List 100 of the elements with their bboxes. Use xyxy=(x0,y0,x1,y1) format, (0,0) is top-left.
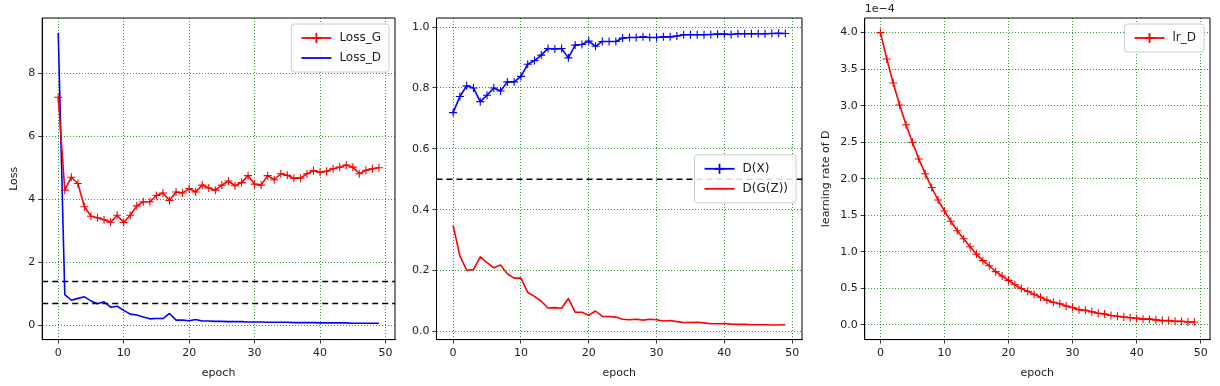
point xyxy=(658,32,668,42)
x-tick-label: 40 xyxy=(313,346,328,360)
point xyxy=(882,54,892,64)
x-tick-label: 0 xyxy=(54,346,62,360)
y-tick-label: 3.5 xyxy=(840,62,858,76)
y-tick-label: 2.5 xyxy=(840,135,858,149)
point xyxy=(361,165,371,175)
x-tick-label: 50 xyxy=(378,346,393,360)
y-tick-label: 0.4 xyxy=(411,202,430,216)
x-tick-label: 40 xyxy=(1129,346,1144,360)
point xyxy=(939,206,949,216)
x-tick-label: 10 xyxy=(513,346,528,360)
y-tick-label: 4 xyxy=(28,192,36,206)
point xyxy=(112,210,122,220)
y-tick-label: 3.0 xyxy=(840,98,858,112)
point xyxy=(1100,309,1110,319)
x-axis-title: epoch xyxy=(1020,366,1055,380)
y-tick-label: 2.0 xyxy=(840,171,858,185)
y-axis-title: learning rate of D xyxy=(819,130,833,228)
point xyxy=(341,160,351,170)
x-tick-label: 50 xyxy=(1193,346,1208,360)
point xyxy=(719,29,729,39)
y-tick-label: 0.2 xyxy=(411,263,430,277)
legend-label: D(G(Z)) xyxy=(742,180,789,195)
point xyxy=(965,242,975,252)
y-tick-label: 1.0 xyxy=(411,19,430,33)
point xyxy=(713,29,723,39)
x-tick-label: 40 xyxy=(717,346,732,360)
y-tick-label: 6 xyxy=(28,129,36,143)
point xyxy=(895,100,905,110)
point xyxy=(210,185,220,195)
y-tick-label: 1.0 xyxy=(840,244,858,258)
x-tick-label: 20 xyxy=(581,346,596,360)
point xyxy=(733,29,743,39)
y-tick-label: 0.6 xyxy=(411,141,430,155)
point xyxy=(946,216,956,226)
x-tick-label: 10 xyxy=(116,346,131,360)
x-tick-label: 30 xyxy=(649,346,664,360)
point xyxy=(933,195,943,205)
point xyxy=(914,154,924,164)
x-tick-label: 10 xyxy=(937,346,952,360)
x-tick-label: 30 xyxy=(1065,346,1080,360)
x-tick-label: 20 xyxy=(1001,346,1016,360)
point xyxy=(570,40,580,50)
point xyxy=(760,29,770,39)
point xyxy=(699,30,709,40)
y-tick-label: 0.0 xyxy=(411,324,430,338)
point xyxy=(315,167,325,177)
point xyxy=(374,163,384,173)
x-axis-title: epoch xyxy=(201,366,236,380)
point xyxy=(1119,312,1129,322)
y-tick-label: 2 xyxy=(28,255,36,269)
y-tick-label: 0 xyxy=(28,317,36,331)
legend-label: Loss_D xyxy=(339,50,381,65)
point xyxy=(468,83,478,93)
point xyxy=(1183,317,1193,327)
point xyxy=(971,249,982,259)
point xyxy=(638,32,648,42)
point xyxy=(243,171,253,181)
y-tick-label: 1.5 xyxy=(840,208,858,222)
point xyxy=(455,91,465,102)
text: 1e−4 xyxy=(864,2,895,16)
point xyxy=(672,31,682,41)
point xyxy=(158,188,168,198)
point xyxy=(536,50,546,60)
point xyxy=(888,78,898,88)
y-tick-label: 0.5 xyxy=(840,281,858,295)
point xyxy=(901,120,911,130)
point xyxy=(171,187,181,197)
point xyxy=(86,211,96,221)
point xyxy=(145,197,155,207)
point xyxy=(448,108,458,118)
point xyxy=(256,180,266,190)
point xyxy=(618,33,628,43)
x-axis-title: epoch xyxy=(602,366,637,380)
point xyxy=(132,201,142,211)
point xyxy=(502,77,512,87)
point xyxy=(1170,316,1180,326)
point xyxy=(328,164,338,174)
point xyxy=(1106,310,1116,321)
point xyxy=(550,44,560,54)
point xyxy=(1189,317,1199,327)
point xyxy=(482,90,492,100)
point xyxy=(1151,315,1161,325)
legend-label: D(X) xyxy=(742,160,770,175)
point xyxy=(302,169,312,179)
point xyxy=(1138,314,1148,324)
x-tick-label: 0 xyxy=(876,346,884,360)
x-tick-label: 0 xyxy=(449,346,457,360)
y-tick-label: 4.0 xyxy=(840,25,858,39)
point xyxy=(509,77,519,87)
point xyxy=(217,180,227,190)
y-axis-title: Loss xyxy=(7,166,21,191)
x-tick-label: 30 xyxy=(247,346,262,360)
legend-label: Loss_G xyxy=(339,30,382,45)
point xyxy=(178,188,188,198)
point xyxy=(73,178,83,189)
y-tick-label: 8 xyxy=(28,66,36,80)
y-tick-label: 0.8 xyxy=(411,80,430,94)
y-tick-label: 0.0 xyxy=(840,317,858,331)
